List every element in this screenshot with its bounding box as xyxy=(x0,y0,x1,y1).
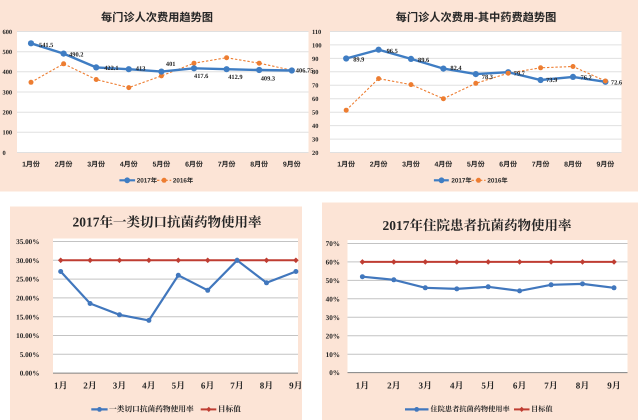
svg-text:500: 500 xyxy=(3,49,13,56)
svg-text:409.3: 409.3 xyxy=(261,76,275,83)
svg-text:96.5: 96.5 xyxy=(387,48,398,55)
svg-text:3: 3 xyxy=(419,381,424,391)
svg-text:401: 401 xyxy=(166,61,176,68)
svg-text:70: 70 xyxy=(312,83,318,90)
svg-text:2017: 2017 xyxy=(383,218,410,233)
svg-text:2017: 2017 xyxy=(137,178,152,185)
svg-text:9: 9 xyxy=(289,381,294,391)
svg-text:60%: 60% xyxy=(326,259,340,267)
svg-text:412.9: 412.9 xyxy=(228,74,242,81)
svg-text:8: 8 xyxy=(576,381,581,391)
svg-text:490.2: 490.2 xyxy=(69,52,83,59)
svg-text:5: 5 xyxy=(481,381,486,391)
svg-text:9: 9 xyxy=(607,381,612,391)
svg-text:20.00%: 20.00% xyxy=(16,295,39,303)
svg-text:5: 5 xyxy=(467,162,471,169)
svg-text:40: 40 xyxy=(312,123,318,130)
svg-text:5.00%: 5.00% xyxy=(20,351,40,359)
svg-text:1: 1 xyxy=(356,381,361,391)
svg-text:2017: 2017 xyxy=(73,215,100,230)
svg-text:72.6: 72.6 xyxy=(611,79,623,86)
svg-text:6: 6 xyxy=(185,162,189,169)
svg-text:5: 5 xyxy=(172,381,177,391)
svg-text:3: 3 xyxy=(87,162,91,169)
svg-text:89.9: 89.9 xyxy=(353,57,364,64)
svg-text:3: 3 xyxy=(113,381,118,391)
svg-text:80: 80 xyxy=(312,69,318,76)
svg-text:60: 60 xyxy=(312,96,318,103)
svg-text:300: 300 xyxy=(3,89,13,96)
svg-text:9: 9 xyxy=(597,162,601,169)
svg-text:4: 4 xyxy=(435,162,439,169)
svg-text:200: 200 xyxy=(3,110,13,117)
svg-text:2016: 2016 xyxy=(487,178,502,185)
svg-text:417.6: 417.6 xyxy=(194,73,209,80)
svg-text:2: 2 xyxy=(55,162,59,169)
svg-text:100: 100 xyxy=(312,42,322,49)
svg-text:90: 90 xyxy=(312,56,318,63)
svg-text:1: 1 xyxy=(54,381,59,391)
svg-text:100: 100 xyxy=(3,130,13,137)
svg-text:8: 8 xyxy=(250,162,254,169)
svg-text:25.00%: 25.00% xyxy=(16,276,39,284)
svg-text:3: 3 xyxy=(402,162,406,169)
svg-text:20: 20 xyxy=(312,150,318,157)
svg-text:89.6: 89.6 xyxy=(418,57,430,64)
svg-text:0: 0 xyxy=(3,150,6,157)
svg-text:30.00%: 30.00% xyxy=(16,257,39,265)
svg-text:10%: 10% xyxy=(326,351,340,359)
svg-text:7: 7 xyxy=(544,381,549,391)
svg-text:8: 8 xyxy=(564,162,568,169)
svg-text:2016: 2016 xyxy=(173,178,188,185)
svg-text:0.00%: 0.00% xyxy=(20,370,40,378)
svg-text:20%: 20% xyxy=(326,332,340,340)
svg-text:40%: 40% xyxy=(326,295,340,303)
svg-text:7: 7 xyxy=(532,162,536,169)
svg-text:82.4: 82.4 xyxy=(450,65,462,72)
svg-text:35.00%: 35.00% xyxy=(16,238,39,246)
svg-text:70%: 70% xyxy=(326,240,340,248)
svg-text:79.7: 79.7 xyxy=(514,71,526,78)
svg-text:4: 4 xyxy=(120,162,124,169)
svg-text:76.2: 76.2 xyxy=(581,74,592,81)
svg-text:-: - xyxy=(474,12,478,24)
svg-text:50%: 50% xyxy=(326,277,340,285)
svg-text:7: 7 xyxy=(218,162,222,169)
svg-text:400: 400 xyxy=(3,69,13,76)
svg-text:413: 413 xyxy=(136,66,146,73)
svg-text:6: 6 xyxy=(499,162,503,169)
svg-text:10.00%: 10.00% xyxy=(16,332,39,340)
svg-text:30: 30 xyxy=(312,137,318,144)
svg-text:4: 4 xyxy=(142,381,147,391)
svg-text:15.00%: 15.00% xyxy=(16,313,39,321)
svg-text:2: 2 xyxy=(387,381,392,391)
svg-text:600: 600 xyxy=(3,29,13,36)
svg-text:8: 8 xyxy=(260,381,265,391)
svg-text:2: 2 xyxy=(370,162,374,169)
svg-text:2017: 2017 xyxy=(451,178,466,185)
svg-text:1: 1 xyxy=(22,162,26,169)
svg-text:4: 4 xyxy=(450,381,455,391)
svg-text:6: 6 xyxy=(513,381,518,391)
svg-text:30%: 30% xyxy=(326,314,340,322)
svg-text:78.3: 78.3 xyxy=(482,74,493,81)
svg-text:406.75: 406.75 xyxy=(296,68,314,75)
svg-text:2: 2 xyxy=(83,381,88,391)
svg-text:7: 7 xyxy=(230,381,235,391)
svg-text:1: 1 xyxy=(337,162,341,169)
svg-text:541.5: 541.5 xyxy=(39,42,53,49)
svg-text:6: 6 xyxy=(201,381,206,391)
svg-text:110: 110 xyxy=(312,29,321,36)
svg-text:0%: 0% xyxy=(329,369,340,377)
svg-text:50: 50 xyxy=(312,110,318,117)
svg-text:9: 9 xyxy=(283,162,287,169)
svg-text:73.9: 73.9 xyxy=(546,77,557,84)
svg-text:422.1: 422.1 xyxy=(104,65,118,72)
svg-text:5: 5 xyxy=(153,162,157,169)
